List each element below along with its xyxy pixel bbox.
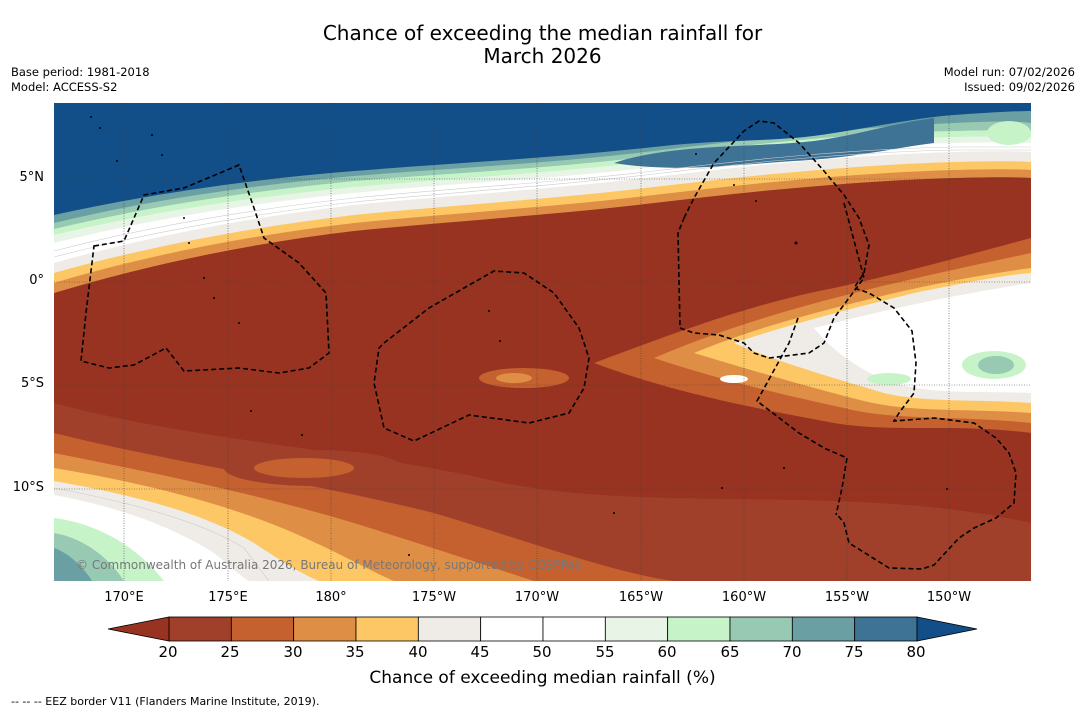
lat-label-0: 0° [29, 273, 44, 288]
island [250, 410, 252, 412]
colorbar-tick-55: 55 [595, 643, 615, 661]
contour-lines [54, 146, 1031, 581]
islands [90, 116, 948, 556]
meta-right: Model run: 07/02/2026 Issued: 09/02/2026 [944, 65, 1075, 95]
island [151, 134, 153, 136]
colorbar-tick-65: 65 [720, 643, 740, 661]
lon-label-170W: 170°W [514, 590, 560, 605]
lon-label-170E: 170°E [104, 590, 144, 605]
colorbar-over-arrow [916, 616, 978, 642]
colorbar-tick-75: 75 [844, 643, 864, 661]
gridlines [54, 103, 1031, 581]
eez-line-lower [755, 317, 848, 516]
colorbar-tick-20: 20 [158, 643, 178, 661]
island [99, 127, 101, 129]
colorbar-tick-70: 70 [782, 643, 802, 661]
island [733, 184, 735, 186]
map-svg [54, 103, 1031, 581]
eez-line-upper [677, 202, 865, 359]
colorbar-bin [729, 616, 793, 642]
colorbar-tick-40: 40 [408, 643, 428, 661]
colorbar-tick-35: 35 [345, 643, 365, 661]
rainfall-map [54, 103, 1031, 581]
colorbar-under-arrow [108, 616, 170, 642]
island [238, 322, 240, 324]
lon-label-175W: 175°W [411, 590, 457, 605]
island [783, 467, 785, 469]
chart-title: Chance of exceeding the median rainfall … [0, 22, 1085, 68]
island [721, 487, 723, 489]
eez-footnote: -- -- -- EEZ border V11 (Flanders Marine… [11, 695, 320, 708]
lon-label-160W: 160°W [721, 590, 767, 605]
lon-label-175E: 175°E [208, 590, 248, 605]
chart-title-line1: Chance of exceeding the median rainfall … [322, 21, 763, 45]
contour-line [54, 149, 1031, 258]
island [613, 512, 615, 514]
island [794, 241, 798, 245]
east-wet-spot [867, 373, 911, 385]
colorbar-bin [791, 616, 856, 642]
north-east-wet-patch [987, 121, 1031, 145]
base-period: Base period: 1981-2018 [11, 65, 150, 79]
island [188, 242, 190, 244]
island [203, 277, 205, 279]
contour-line [54, 146, 1031, 252]
model-run: Model run: 07/02/2026 [943, 65, 1075, 79]
colorbar-bin [542, 616, 606, 642]
lon-label-155W: 155°W [824, 590, 870, 605]
lon-label-150W: 150°W [926, 590, 972, 605]
colorbar-bin [230, 616, 295, 642]
copyright-note: © Commonwealth of Australia 2026, Bureau… [76, 558, 582, 572]
south-band-75 [54, 548, 92, 581]
issued-date: Issued: 09/02/2026 [964, 80, 1075, 94]
contour-line [54, 487, 270, 581]
island [408, 554, 410, 556]
model-name: Model: ACCESS-S2 [11, 80, 118, 94]
island [116, 160, 118, 162]
island [183, 217, 185, 219]
colorbar [108, 616, 978, 642]
colorbar-tick-25: 25 [220, 643, 240, 661]
eez-kiribati-phoenix [373, 270, 590, 442]
colorbar-tick-50: 50 [532, 643, 552, 661]
island [488, 310, 490, 312]
north-patch-80 [614, 118, 934, 168]
island [90, 116, 92, 118]
lat-label-5S: 5°S [20, 376, 44, 391]
island [946, 488, 948, 490]
colorbar-bin [355, 616, 419, 642]
colorbar-tick-45: 45 [470, 643, 490, 661]
colorbar-tick-30: 30 [283, 643, 303, 661]
eez-kiribati-gilbert [80, 163, 330, 374]
island [161, 154, 163, 156]
colorbar-bin [168, 616, 232, 642]
east-white-spot [720, 375, 748, 383]
lat-label-5N: 5°N [19, 170, 45, 185]
colorbar-bin [604, 616, 669, 642]
eez-borders [80, 120, 1017, 570]
island [301, 434, 303, 436]
north-band-over-80 [54, 103, 1031, 215]
lon-label-180: 180° [315, 590, 347, 605]
lon-label-165W: 165°W [618, 590, 664, 605]
colorbar-tick-80: 80 [906, 643, 926, 661]
meta-left: Base period: 1981-2018 Model: ACCESS-S2 [11, 65, 150, 95]
lat-label-10S: 10°S [12, 480, 44, 495]
colorbar-label: Chance of exceeding median rainfall (%) [369, 668, 716, 688]
colorbar-bin [417, 616, 482, 642]
south-patch-30 [254, 458, 354, 478]
colorbar-tick-60: 60 [657, 643, 677, 661]
colorbar-bin [667, 616, 731, 642]
island [695, 153, 697, 155]
chart-title-line2: March 2026 [483, 44, 602, 68]
eez-kiribati-line [683, 120, 1017, 570]
east-wet-blob-70 [978, 356, 1014, 374]
mid-patch-35 [496, 373, 532, 383]
colorbar-bin [480, 616, 544, 642]
colorbar-bin [854, 616, 918, 642]
island [499, 340, 501, 342]
colorbar-bin [293, 616, 357, 642]
island [755, 200, 757, 202]
island [213, 297, 215, 299]
